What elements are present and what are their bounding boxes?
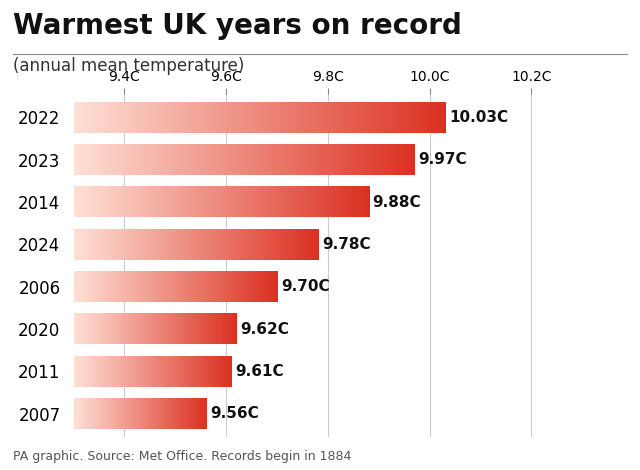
Text: 10.03C: 10.03C bbox=[449, 110, 508, 125]
Text: 9.78C: 9.78C bbox=[322, 237, 371, 252]
Text: PA graphic. Source: Met Office. Records begin in 1884: PA graphic. Source: Met Office. Records … bbox=[13, 450, 351, 463]
Text: (annual mean temperature): (annual mean temperature) bbox=[13, 57, 244, 75]
Text: 9.70C: 9.70C bbox=[281, 279, 330, 294]
Text: 9.62C: 9.62C bbox=[241, 321, 289, 337]
Text: 9.56C: 9.56C bbox=[210, 406, 259, 421]
Text: Warmest UK years on record: Warmest UK years on record bbox=[13, 12, 461, 40]
Text: 9.88C: 9.88C bbox=[372, 195, 421, 210]
Text: 9.61C: 9.61C bbox=[236, 364, 284, 379]
Text: 9.97C: 9.97C bbox=[419, 152, 467, 167]
